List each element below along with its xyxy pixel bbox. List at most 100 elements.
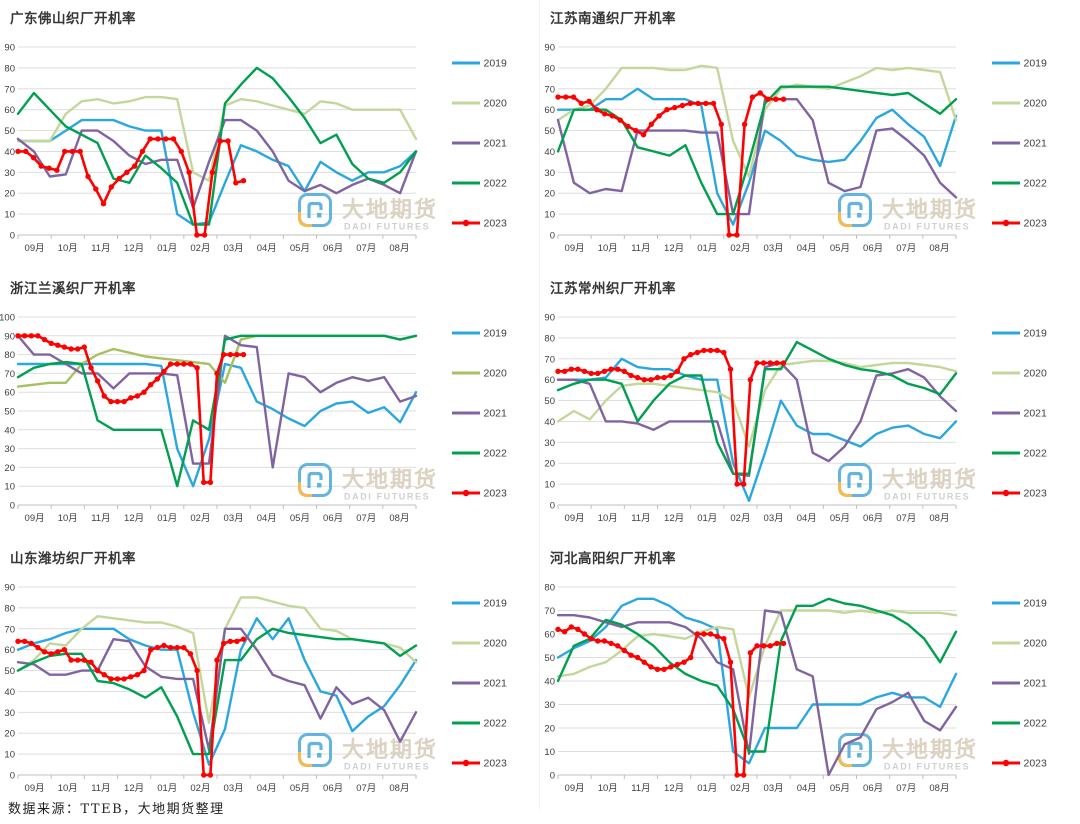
x-tick-label: 12月 bbox=[124, 513, 144, 524]
chart-panel-3: 浙江兰溪织厂开机率 0 10 20 30 40 50 60 70 80 90 100 09月 10月 11月… bbox=[0, 270, 540, 540]
x-tick-label: 08月 bbox=[389, 513, 409, 524]
legend-label: 2021 bbox=[484, 678, 508, 690]
data-point-marker bbox=[774, 360, 780, 366]
data-point-marker bbox=[621, 647, 627, 654]
data-point-marker bbox=[681, 356, 687, 362]
y-tick-label: 60 bbox=[544, 630, 555, 641]
y-tick-label: 50 bbox=[544, 396, 555, 407]
legend-item-2023: 2023 bbox=[452, 488, 507, 500]
legend: 2019 2020 2021 2022 2023 bbox=[992, 328, 1047, 500]
watermark-logo-yellow-corner bbox=[298, 482, 312, 497]
legend-label: 2022 bbox=[484, 448, 508, 460]
data-point-marker bbox=[575, 366, 581, 372]
data-point-marker bbox=[187, 651, 194, 657]
y-tick-label: 20 bbox=[544, 189, 555, 200]
x-tick-label: 11月 bbox=[91, 513, 110, 524]
y-tick-label: 20 bbox=[4, 189, 15, 200]
data-point-marker bbox=[81, 344, 88, 350]
y-tick-label: 100 bbox=[0, 313, 15, 324]
x-tick-label: 03月 bbox=[764, 783, 784, 794]
watermark-en-text: DADI FUTURES bbox=[884, 222, 970, 232]
legend-label: 2021 bbox=[1024, 408, 1048, 420]
x-tick-label: 03月 bbox=[764, 243, 784, 254]
data-point-marker bbox=[648, 121, 654, 128]
data-point-marker bbox=[154, 376, 160, 382]
data-point-marker bbox=[121, 398, 127, 405]
chart-canvas: 0 10 20 30 40 50 60 70 80 90 100 09月 10月 11月 12月 01月 02月… bbox=[0, 313, 508, 525]
watermark-logo-arch bbox=[847, 471, 863, 488]
x-tick-label: 07月 bbox=[356, 783, 376, 794]
x-tick-label: 07月 bbox=[896, 783, 916, 794]
legend-label: 2020 bbox=[1024, 368, 1048, 380]
data-point-marker bbox=[774, 640, 780, 647]
data-point-marker bbox=[609, 113, 616, 119]
data-point-marker bbox=[703, 100, 709, 107]
data-point-marker bbox=[227, 351, 233, 358]
data-point-marker bbox=[595, 370, 601, 377]
x-tick-label: 10月 bbox=[598, 783, 618, 794]
y-tick-label: 60 bbox=[544, 375, 555, 386]
x-tick-label: 03月 bbox=[224, 783, 244, 794]
legend-swatch-marker bbox=[1002, 759, 1010, 767]
y-tick-label: 60 bbox=[4, 105, 15, 116]
data-point-marker bbox=[21, 333, 28, 339]
data-point-marker bbox=[69, 148, 76, 155]
data-point-marker bbox=[93, 186, 99, 192]
x-tick-label: 08月 bbox=[389, 783, 409, 794]
data-point-marker bbox=[625, 123, 631, 130]
series-markers-2023 bbox=[555, 347, 787, 487]
data-point-marker bbox=[714, 347, 720, 354]
y-tick-label: 30 bbox=[4, 708, 15, 719]
series-line-2022 bbox=[556, 597, 958, 753]
data-point-marker bbox=[707, 347, 714, 354]
data-point-marker bbox=[15, 638, 21, 644]
legend-item-2021: 2021 bbox=[452, 138, 507, 150]
data-point-marker bbox=[780, 640, 787, 647]
data-point-marker bbox=[634, 654, 641, 661]
data-point-marker bbox=[621, 368, 627, 374]
y-tick-label: 90 bbox=[544, 313, 555, 324]
data-point-marker bbox=[581, 631, 588, 637]
data-point-marker bbox=[773, 96, 779, 102]
data-point-marker bbox=[61, 647, 68, 653]
x-tick-label: 07月 bbox=[356, 513, 376, 524]
legend-label: 2020 bbox=[484, 98, 508, 110]
y-tick-label: 50 bbox=[4, 407, 15, 418]
legend-item-2020: 2020 bbox=[992, 638, 1047, 650]
x-tick-label: 03月 bbox=[224, 513, 244, 524]
chart-title: 江苏南通织厂开机率 bbox=[550, 11, 676, 26]
data-point-marker bbox=[124, 169, 130, 175]
data-point-marker bbox=[15, 148, 21, 155]
data-point-marker bbox=[220, 640, 227, 647]
watermark-logo-icon bbox=[838, 193, 872, 227]
x-tick-label: 04月 bbox=[797, 513, 817, 524]
data-point-marker bbox=[41, 336, 48, 343]
y-tick-label: 10 bbox=[4, 210, 15, 221]
data-point-marker bbox=[68, 657, 74, 663]
data-point-marker bbox=[201, 772, 207, 778]
watermark-cn-text: 大地期货 bbox=[882, 467, 978, 492]
data-point-marker bbox=[648, 664, 654, 670]
data-point-marker bbox=[141, 667, 147, 674]
watermark-logo-dot bbox=[317, 483, 322, 488]
data-point-marker bbox=[656, 113, 662, 119]
data-point-marker bbox=[220, 351, 227, 358]
y-tick-label: 40 bbox=[4, 425, 15, 436]
chart-canvas: 0 10 20 30 40 50 60 70 80 90 09月 10月 11月 12月 01月 02月 03月… bbox=[4, 583, 508, 795]
chart-panel-5: 山东潍坊织厂开机率 0 10 20 30 40 50 60 70 80 90 09月 10月 11月 12月… bbox=[0, 540, 540, 810]
x-tick-label: 12月 bbox=[124, 243, 144, 254]
data-point-marker bbox=[734, 232, 740, 238]
data-point-marker bbox=[734, 772, 740, 778]
chart-canvas: 0 10 20 30 40 50 60 70 80 09月 10月 11月 12月 01月 02月 03月 04… bbox=[544, 583, 1047, 795]
legend-item-2022: 2022 bbox=[452, 178, 507, 190]
data-point-marker bbox=[594, 107, 600, 113]
watermark-logo-dot bbox=[857, 753, 862, 758]
legend-label: 2021 bbox=[484, 408, 508, 420]
x-tick-label: 09月 bbox=[25, 243, 45, 254]
data-point-marker bbox=[747, 650, 754, 656]
data-point-marker bbox=[694, 349, 700, 356]
data-point-marker bbox=[23, 148, 29, 155]
legend-swatch-marker bbox=[462, 219, 470, 227]
data-point-marker bbox=[741, 772, 747, 778]
